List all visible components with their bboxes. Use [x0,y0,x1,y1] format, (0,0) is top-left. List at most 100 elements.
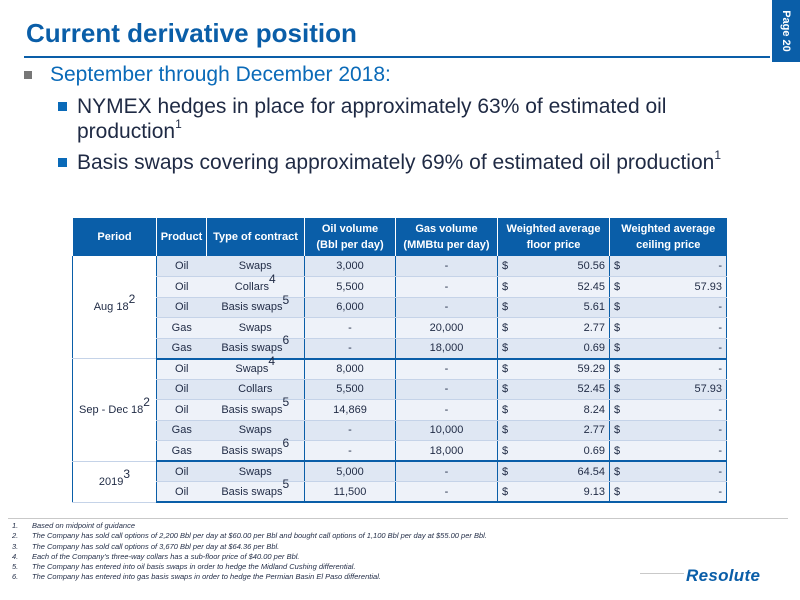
bullet-level1-text: September through December 2018: [50,63,391,86]
logo-divider [640,573,684,574]
contract-type-cell: Swaps [206,317,305,339]
table-row: Oil Basis swaps5 6,000- $5.61 $ - [73,294,727,318]
floor-price-cell: $52.45 [497,379,610,400]
oil-volume-cell: - [304,420,396,441]
header-period: Period [72,218,157,256]
square-bullet-icon [58,158,67,167]
table-row: Oil Basis swaps5 14,869- $8.24 $ - [73,396,727,421]
period-cell: Sep - Dec 182 [72,358,157,462]
floor-price-cell: $5.61 [497,297,610,318]
contract-type-cell: Basis swaps6 [206,437,305,462]
gas-volume-cell: - [395,297,498,318]
product-cell: Oil [156,256,207,277]
oil-volume-cell: - [304,338,396,360]
square-bullet-icon [58,102,67,111]
ceiling-price-cell: $57.93 [609,379,727,400]
footnote: 3. The Company has sold call options of 3… [12,541,280,551]
header-floor-price: Weighted average floor price [497,218,610,256]
bullet-item-text: NYMEX hedges in place for approximately … [77,95,667,143]
gas-volume-cell: - [395,358,498,380]
oil-volume-cell: - [304,440,396,462]
product-cell: Oil [156,481,207,503]
period-cell: Aug 182 [72,256,157,359]
gas-volume-cell: - [395,461,498,482]
floor-price-cell: $52.45 [497,276,610,298]
gas-volume-cell: 18,000 [395,338,498,360]
ceiling-price-cell: $ - [609,338,727,360]
contract-type-cell: Collars [206,379,305,400]
company-logo: Resolute [686,566,761,585]
table-row: Oil Basis swaps5 11,500- $9.13 $ - [73,478,727,503]
header-product: Product [156,218,207,256]
contract-type-cell: Collars4 [206,273,305,298]
table-row: Oil Collars4 5,500- $52.45 $57.93 [73,273,727,298]
ceiling-price-cell: $ - [609,481,727,503]
footnote: 5. The Company has entered into oil basis… [12,562,356,572]
contract-type-cell: Basis swaps5 [206,294,305,318]
ceiling-price-cell: $ - [609,297,727,318]
oil-volume-cell: 5,500 [304,276,396,298]
product-cell: Gas [156,338,207,360]
gas-volume-cell: 10,000 [395,420,498,441]
oil-volume-cell: 5,500 [304,379,396,400]
product-cell: Gas [156,440,207,462]
ceiling-price-cell: $ - [609,358,727,380]
ceiling-price-cell: $ - [609,461,727,482]
ceiling-price-cell: $ - [609,317,727,339]
table-row: Gas Swaps -20,000 $2.77 $ - [73,317,727,339]
header-type: Type of contract [206,218,305,256]
table-row: Gas Swaps -10,000 $2.77 $ - [73,420,727,441]
oil-volume-cell: 11,500 [304,481,396,503]
oil-volume-cell: 3,000 [304,256,396,277]
product-cell: Oil [156,297,207,318]
ceiling-price-cell: $ - [609,420,727,441]
page-number: Page 20 [780,10,792,52]
product-cell: Oil [156,399,207,421]
footnotes: 1. Based on midpoint of guidance 2. The Co… [12,521,652,583]
floor-price-cell: $59.29 [497,358,610,380]
gas-volume-cell: - [395,481,498,503]
bullet-item: NYMEX hedges in place for approximately … [58,94,762,144]
floor-price-cell: $0.69 [497,440,610,462]
product-cell: Oil [156,461,207,482]
footnote: 1. Based on midpoint of guidance [12,521,135,530]
contract-type-cell: Basis swaps5 [206,396,305,421]
gas-volume-cell: - [395,399,498,421]
bullet-item: Basis swaps covering approximately 69% o… [58,149,762,175]
header-gas-volume: Gas volume (MMBtu per day) [395,218,498,256]
oil-volume-cell: - [304,317,396,339]
product-cell: Oil [156,379,207,400]
floor-price-cell: $2.77 [497,420,610,441]
table-header-row: Period Product Type of contract Oil volu… [72,218,727,256]
floor-price-cell: $9.13 [497,481,610,503]
gas-volume-cell: 20,000 [395,317,498,339]
oil-volume-cell: 14,869 [304,399,396,421]
footnote: 4. Each of the Company’s three-way collar… [12,551,300,561]
table-row: Gas Basis swaps6-18,000 $0.69 $ - [73,437,727,462]
oil-volume-cell: 5,000 [304,461,396,482]
table-row: 20193 Oil Swaps 5,000- $64.54 $ - [72,461,727,503]
footnote-divider [8,518,788,519]
oil-volume-cell: 6,000 [304,297,396,318]
product-cell: Gas [156,317,207,339]
square-bullet-icon [24,71,32,79]
title-divider [24,56,770,58]
table-row: Sep - Dec 182 Oil Swaps4 8,000- $59.29 $ - [72,355,727,462]
floor-price-cell: $0.69 [497,338,610,360]
page-title: Current derivative position [26,18,357,48]
oil-volume-cell: 8,000 [304,358,396,380]
ceiling-price-cell: $ - [609,440,727,462]
contract-type-cell: Basis swaps6 [206,334,305,360]
gas-volume-cell: - [395,379,498,400]
ceiling-price-cell: $ - [609,256,727,277]
period-cell: 20193 [72,461,157,503]
floor-price-cell: $64.54 [497,461,610,482]
header-ceiling-price: Weighted average ceiling price [609,218,727,256]
floor-price-cell: $2.77 [497,317,610,339]
bullet-level1: September through December 2018: [22,62,762,88]
gas-volume-cell: - [395,256,498,277]
header-oil-volume: Oil volume (Bbl per day) [304,218,396,256]
gas-volume-cell: 18,000 [395,440,498,462]
gas-volume-cell: - [395,276,498,298]
floor-price-cell: $50.56 [497,256,610,277]
